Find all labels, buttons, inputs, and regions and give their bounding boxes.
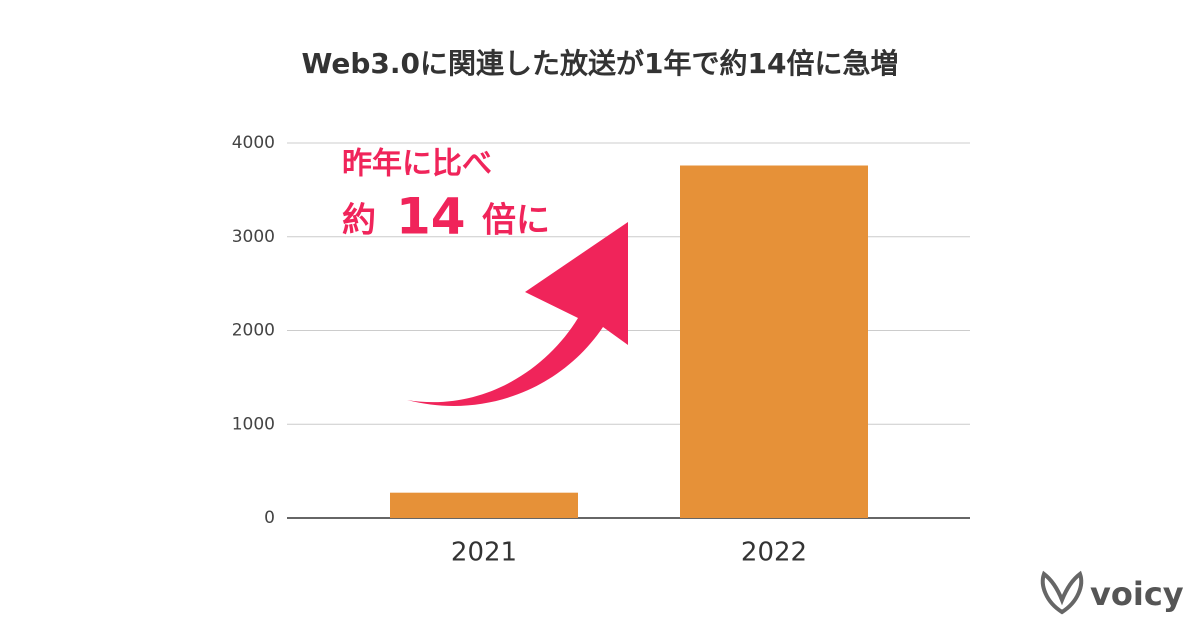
logo: voicy: [1040, 570, 1184, 615]
annotation-text: 14: [396, 188, 466, 246]
arrow: [407, 222, 628, 406]
y-tick-label: 1000: [232, 414, 275, 434]
x-tick-label: 2021: [451, 538, 517, 568]
x-tick-label: 2022: [741, 538, 807, 568]
y-tick-label: 0: [264, 508, 275, 528]
chart-title: Web3.0に関連した放送が1年で約14倍に急増: [302, 47, 899, 80]
bar: [390, 492, 578, 518]
logo-icon: [1040, 570, 1084, 615]
annotation-text: 昨年に比べ: [342, 147, 492, 182]
annotation: 昨年に比べ 約 14 倍に: [342, 147, 628, 406]
annotation-text: 約: [342, 201, 376, 241]
bar: [680, 165, 868, 518]
y-tick-label: 2000: [232, 321, 275, 341]
annotation-text: 倍に: [482, 201, 550, 241]
y-tick-label: 3000: [232, 227, 275, 247]
y-tick-label: 4000: [232, 133, 275, 153]
brand: voicy: [1090, 575, 1184, 613]
